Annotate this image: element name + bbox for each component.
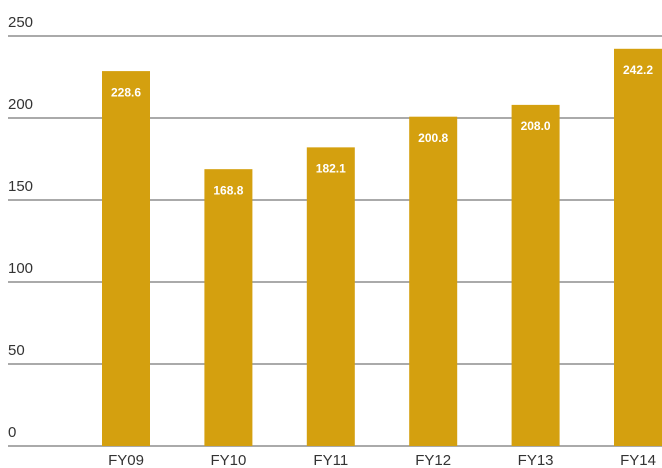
y-tick-label: 0 [8, 424, 16, 441]
value-label: 228.6 [111, 85, 141, 99]
y-tick-label: 150 [8, 178, 33, 195]
x-tick-label: FY14 [620, 452, 656, 468]
y-tick-label: 100 [8, 260, 33, 277]
bar [614, 48, 662, 447]
value-label: 208.0 [521, 119, 551, 133]
bar [511, 104, 560, 446]
value-label: 200.8 [418, 131, 448, 145]
value-label: 182.1 [316, 162, 346, 176]
x-tick-label: FY13 [518, 452, 554, 468]
bar [306, 147, 355, 446]
bar [204, 169, 253, 446]
value-label: 242.2 [623, 63, 653, 77]
value-label: 168.8 [213, 183, 243, 197]
x-tick-label: FY11 [313, 452, 348, 468]
y-tick-label: 50 [8, 342, 25, 359]
bar [102, 71, 150, 446]
x-tick-label: FY10 [210, 452, 246, 468]
y-tick-label: 200 [8, 96, 33, 113]
y-tick-label: 250 [8, 14, 33, 31]
x-tick-label: FY09 [108, 452, 144, 468]
bar [409, 116, 458, 447]
x-tick-label: FY12 [415, 452, 451, 468]
